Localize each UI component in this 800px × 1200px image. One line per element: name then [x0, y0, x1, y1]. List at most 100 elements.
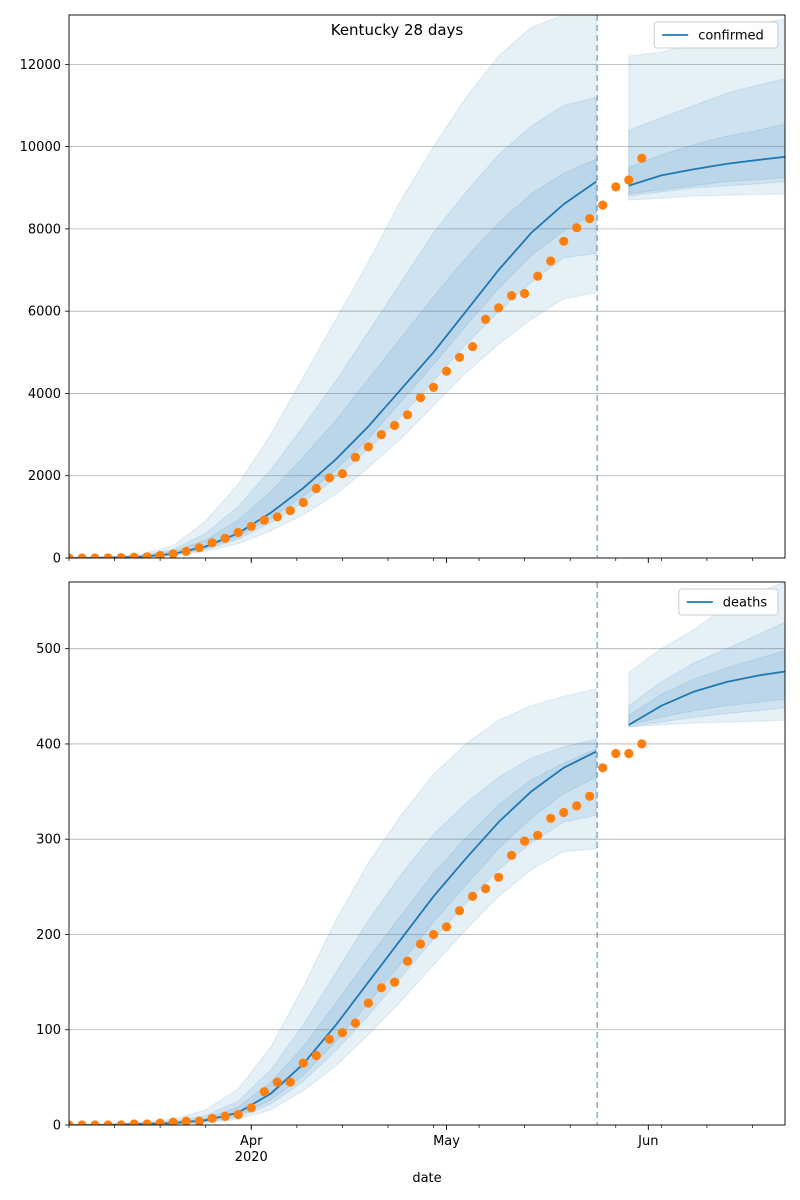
observed-point: [69, 553, 74, 558]
observed-point: [220, 533, 230, 543]
plot-area: [69, 582, 785, 1125]
observed-point: [376, 983, 386, 993]
observed-point: [415, 939, 426, 949]
x-axis-label: date: [412, 1171, 441, 1186]
legend-box: [678, 588, 779, 616]
observed-point: [155, 550, 165, 558]
observed-point: [142, 552, 152, 558]
observed-point: [402, 956, 413, 966]
observed-point: [246, 521, 256, 531]
observed-point: [441, 922, 452, 932]
observed-point: [129, 552, 139, 558]
legend-label: confirmed: [698, 29, 764, 44]
observed-point: [246, 1103, 256, 1113]
uncertainty-band: [69, 15, 597, 558]
observed-point: [624, 175, 634, 185]
observed-point: [363, 442, 373, 452]
observed-point: [259, 1087, 269, 1097]
uncertainty-band: [628, 582, 785, 728]
observed-point: [324, 1034, 334, 1044]
observed-point: [428, 929, 439, 940]
observed-point: [507, 291, 517, 301]
observed-point: [116, 1120, 126, 1125]
chart-title: Kentucky 28 days: [331, 21, 464, 39]
plot-area: [69, 15, 785, 558]
observed-point: [402, 410, 413, 420]
observed-point: [611, 748, 621, 759]
x-tick-label: May: [433, 1134, 460, 1149]
observed-point: [103, 1120, 113, 1125]
model-line: [628, 670, 785, 726]
axes-frame: [68, 581, 786, 1126]
observed-point: [350, 1018, 360, 1028]
observed-point: [220, 1111, 230, 1121]
observed-point: [181, 1116, 191, 1125]
observed-point: [77, 553, 87, 558]
observed-point: [441, 366, 452, 376]
observed-point: [389, 420, 400, 431]
observed-point: [572, 801, 582, 811]
observed-point: [272, 1077, 282, 1087]
observed-point: [142, 1119, 152, 1125]
observed-point: [415, 393, 426, 403]
observed-point: [520, 836, 530, 846]
observed-point: [116, 553, 126, 558]
observed-point: [533, 271, 543, 281]
observed-point: [69, 1120, 74, 1125]
model-line: [628, 156, 785, 187]
observed-point: [637, 739, 647, 749]
observed-point: [311, 1050, 321, 1061]
y-tick-label: 4000: [28, 387, 61, 402]
y-tick-label: 500: [36, 642, 61, 657]
observed-point: [572, 223, 582, 233]
observed-point: [233, 1109, 243, 1120]
observed-point: [324, 473, 334, 483]
observed-point: [454, 352, 465, 362]
observed-point: [363, 998, 373, 1008]
observed-point: [494, 872, 504, 882]
y-tick-label: 400: [36, 737, 61, 752]
confirmed-panel: 0 2000 4000 6000 8000 10000 12000 confirmed: [20, 14, 786, 567]
observed-point: [155, 1118, 165, 1125]
observed-point: [103, 553, 113, 558]
observed-point: [468, 891, 478, 902]
observed-point: [259, 515, 269, 525]
observed-point: [77, 1120, 87, 1125]
observed-point: [559, 807, 569, 818]
observed-point: [90, 553, 100, 558]
observed-point: [298, 497, 308, 508]
observed-point: [546, 256, 556, 266]
observed-point: [337, 469, 347, 479]
observed-point: [389, 977, 400, 987]
y-tick-label: 2000: [28, 469, 61, 484]
observed-point: [468, 342, 478, 352]
observed-point: [194, 1116, 204, 1125]
observed-point: [298, 1058, 308, 1068]
uncertainty-band: [69, 96, 597, 558]
observed-point: [520, 288, 530, 299]
x-tick-label: Apr: [240, 1134, 263, 1149]
observed-point: [168, 549, 178, 558]
y-tick-label: 12000: [20, 58, 61, 73]
observed-point: [598, 200, 608, 210]
y-tick-label: 6000: [28, 305, 61, 320]
observed-point: [207, 1113, 217, 1123]
observed-point: [611, 182, 621, 192]
observed-point: [285, 1077, 295, 1087]
observed-point: [129, 1119, 139, 1125]
observed-point: [350, 452, 360, 462]
observed-point: [494, 303, 504, 313]
y-tick-label: 10000: [20, 140, 61, 155]
observed-point: [285, 506, 295, 516]
uncertainty-band: [69, 688, 597, 1125]
observed-point: [428, 382, 439, 392]
observed-point: [585, 214, 595, 224]
observed-point: [337, 1028, 347, 1038]
observed-point: [207, 538, 217, 548]
observed-point: [546, 813, 556, 823]
observed-point: [481, 314, 491, 324]
y-tick-label: 0: [53, 1119, 61, 1134]
